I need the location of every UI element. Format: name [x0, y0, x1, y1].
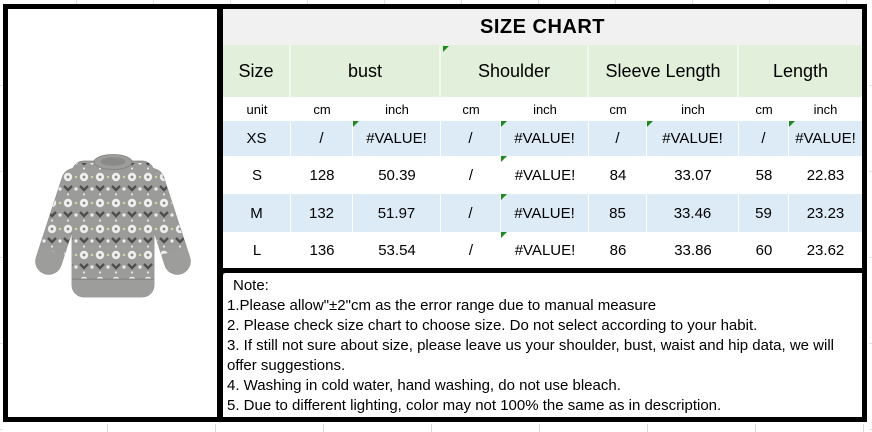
note-item-3: 3. If still not sure about size, please … [227, 337, 835, 374]
cell-value: #VALUE! [662, 130, 723, 147]
error-indicator-icon [647, 121, 653, 127]
shoulder-inch-cell: #VALUE! [501, 156, 589, 194]
note-item-1: 1.Please allow"±2"cm as the error range … [227, 297, 657, 314]
error-indicator-icon [501, 194, 507, 200]
sleeve-cm-cell: 84 [609, 166, 627, 184]
unit-inch: inch [813, 101, 838, 117]
unit-cm: cm [462, 101, 480, 117]
size-cell: XS [223, 121, 291, 156]
cell-value: #VALUE! [514, 130, 575, 147]
sleeve-inch-cell: 33.46 [647, 194, 739, 232]
unit-row: unit cm inch cm inch cm inch cm inch [223, 97, 862, 121]
unit-cm: cm [609, 101, 627, 117]
bust-inch-cell: 50.39 [378, 166, 416, 184]
table-row-m: M 132 51.97 / #VALUE! 85 33.46 59 23.23 [223, 194, 862, 232]
sleeve-inch-cell: 33.86 [674, 241, 712, 259]
shoulder-cm-cell: / [468, 166, 474, 184]
length-cm-cell: 59 [739, 194, 789, 232]
measure-header-row: Size bust Shoulder Sleeve Length Length [223, 45, 862, 97]
shoulder-inch-cell: #VALUE! [501, 232, 589, 268]
header-size: Size [223, 45, 291, 97]
chart-frame: SIZE CHART Size bust Shoulder Sleeve Len… [3, 4, 867, 422]
cell-value: #VALUE! [514, 241, 576, 259]
shoulder-cm-cell: / [468, 241, 474, 259]
error-indicator-icon [501, 121, 507, 127]
bust-cm-cell: 128 [309, 166, 335, 184]
bust-inch-cell: #VALUE! [353, 121, 441, 156]
note-item-5: 5. Due to different lighting, color may … [227, 397, 722, 414]
cell-value: #VALUE! [366, 130, 427, 147]
sleeve-inch-cell: #VALUE! [647, 121, 739, 156]
size-chart-panel: SIZE CHART Size bust Shoulder Sleeve Len… [217, 9, 862, 417]
cell-value: #VALUE! [514, 166, 576, 184]
unit-cm: cm [313, 101, 331, 117]
length-cm-cell: / [739, 121, 789, 156]
cell-value: #VALUE! [514, 204, 575, 222]
product-photo-panel [8, 9, 217, 417]
header-sleeve-length: Sleeve Length [589, 45, 739, 97]
note-item-4: 4. Washing in cold water, hand washing, … [227, 377, 621, 394]
error-indicator-icon [501, 156, 507, 162]
unit-inch: inch [385, 101, 409, 117]
sleeve-inch-cell: 33.07 [674, 166, 712, 184]
table-row-xs: XS / #VALUE! / #VALUE! / #VALUE! / #VALU… [223, 121, 862, 156]
length-inch-cell: 23.23 [806, 204, 845, 222]
bust-inch-cell: 53.54 [378, 241, 416, 259]
note-item-2: 2. Please check size chart to choose siz… [227, 317, 758, 334]
bust-inch-cell: 51.97 [353, 194, 441, 232]
length-cm-cell: 60 [755, 241, 773, 259]
unit-cm: cm [755, 101, 773, 117]
length-inch-cell: #VALUE! [789, 121, 862, 156]
sleeve-cm-cell: 85 [589, 194, 647, 232]
spreadsheet-gridlines-bottom [0, 424, 872, 432]
size-cell: M [223, 194, 291, 232]
size-cell: S [251, 166, 262, 184]
unit-inch: inch [533, 101, 557, 117]
unit-label: unit [246, 101, 268, 117]
error-indicator-icon [501, 232, 507, 238]
shoulder-cm-cell: / [441, 194, 501, 232]
header-bust: bust [291, 45, 441, 97]
shoulder-inch-cell: #VALUE! [501, 194, 589, 232]
bust-cm-cell: 136 [309, 241, 335, 259]
shoulder-inch-cell: #VALUE! [501, 121, 589, 156]
size-chart-title: SIZE CHART [223, 9, 862, 45]
cell-value: #VALUE! [795, 130, 856, 147]
header-length: Length [772, 60, 829, 81]
bust-cm-cell: 132 [291, 194, 353, 232]
header-shoulder-label: Shoulder [477, 60, 551, 81]
length-cm-cell: 58 [755, 166, 773, 184]
error-indicator-icon [353, 121, 359, 127]
length-inch-cell: 23.62 [806, 241, 845, 259]
sleeve-cm-cell: 86 [609, 241, 627, 259]
error-indicator-icon [443, 46, 449, 52]
error-indicator-icon [223, 273, 229, 275]
length-inch-cell: 22.83 [806, 166, 845, 184]
table-row-l: L 136 53.54 / #VALUE! 86 33.86 60 23.62 [223, 232, 862, 268]
sleeve-cm-cell: / [589, 121, 647, 156]
bust-cm-cell: / [291, 121, 353, 156]
size-cell: L [252, 241, 262, 259]
table-row-s: S 128 50.39 / #VALUE! 84 33.07 58 22.83 [223, 156, 862, 194]
error-indicator-icon [789, 121, 795, 127]
shoulder-cm-cell: / [441, 121, 501, 156]
sweater-photo [32, 154, 194, 298]
header-shoulder: Shoulder [441, 45, 589, 97]
note-section: Note: 1.Please allow"±2"cm as the error … [223, 268, 862, 417]
unit-inch: inch [681, 101, 705, 117]
note-heading: Note: [233, 277, 269, 294]
